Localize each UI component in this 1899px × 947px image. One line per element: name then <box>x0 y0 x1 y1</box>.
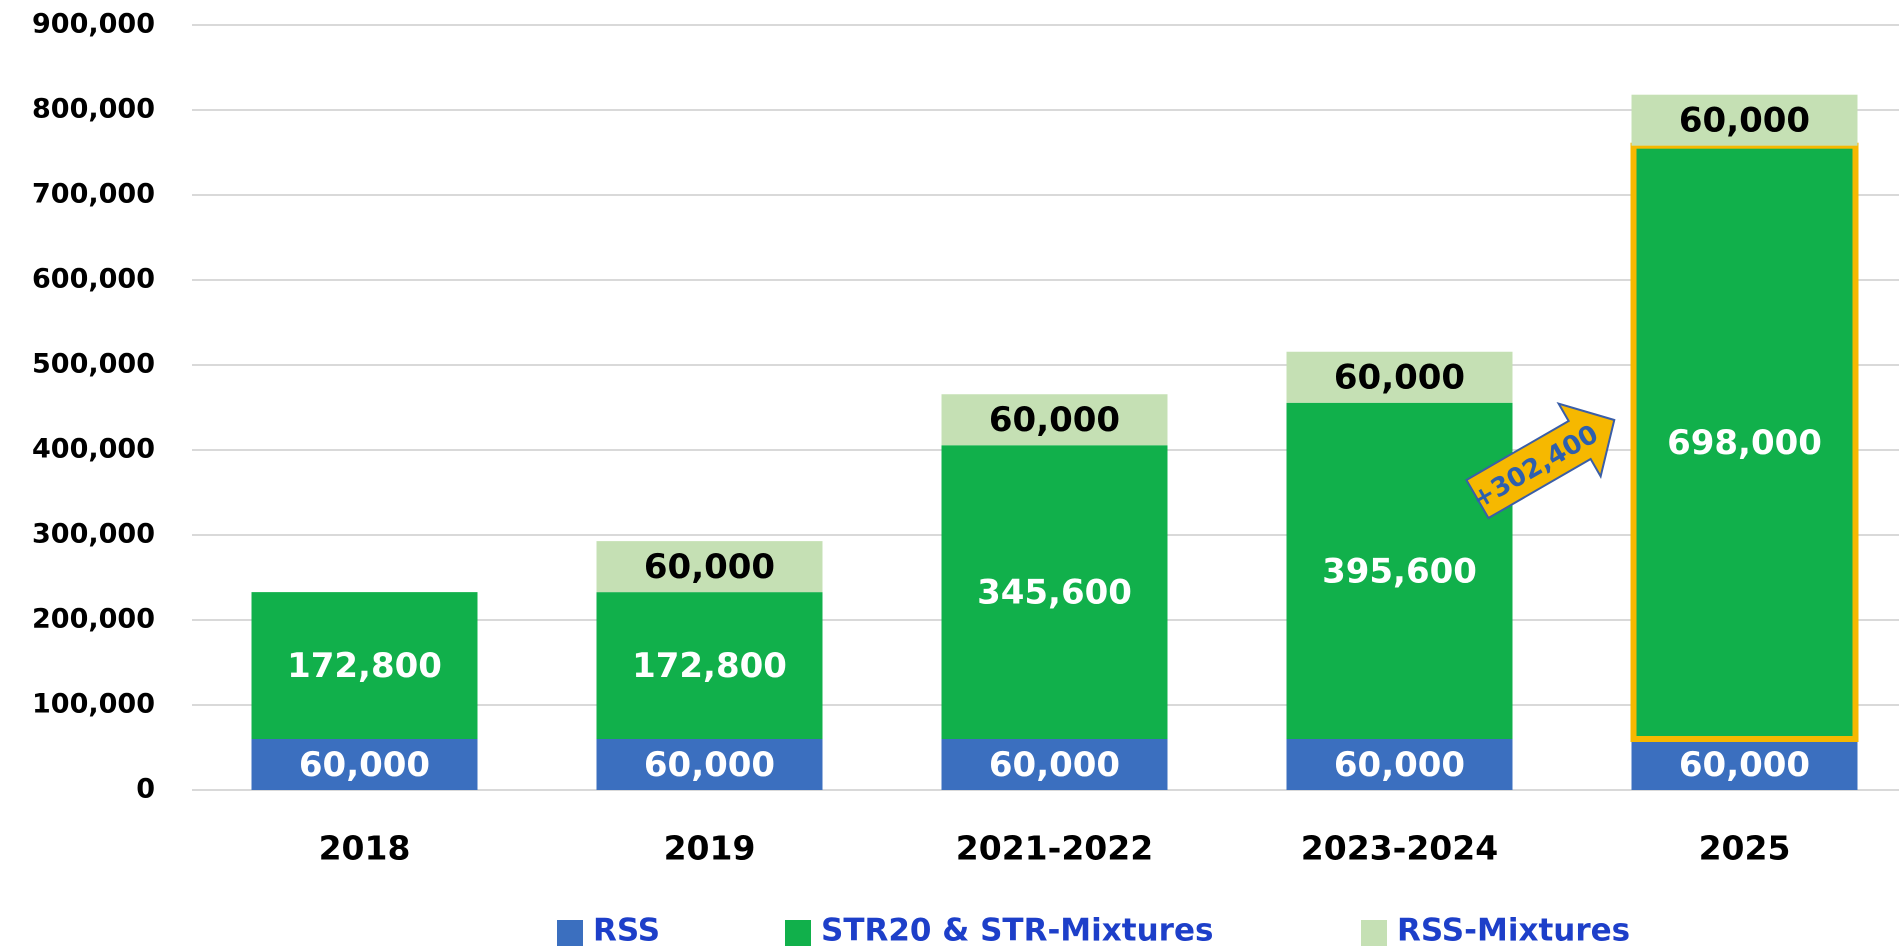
bar-segment <box>1286 739 1513 790</box>
bar-segment <box>596 739 823 790</box>
data-label: 698,000 <box>1667 423 1822 463</box>
bar-segment <box>1631 94 1858 146</box>
data-label: 60,000 <box>1334 358 1465 398</box>
bar-segment <box>941 445 1168 739</box>
y-tick-label: 300,000 <box>32 519 155 550</box>
y-tick-label: 900,000 <box>32 9 155 40</box>
bar-segment <box>941 739 1168 790</box>
y-tick-label: 600,000 <box>32 264 155 295</box>
bar-segment <box>251 592 478 739</box>
data-label: 60,000 <box>644 547 775 587</box>
bar-segment <box>1286 402 1513 739</box>
x-tick-label: 2018 <box>319 829 411 868</box>
data-label: 60,000 <box>644 745 775 785</box>
data-label: 60,000 <box>989 745 1120 785</box>
legend-label: RSS-Mixtures <box>1397 913 1630 947</box>
bar-segment <box>1286 351 1513 403</box>
bar-segment <box>596 541 823 593</box>
bar-segment <box>1631 145 1858 739</box>
y-tick-label: 500,000 <box>32 349 155 380</box>
x-tick-label: 2023-2024 <box>1301 829 1498 868</box>
x-tick-label: 2021-2022 <box>956 829 1153 868</box>
y-tick-label: 800,000 <box>32 94 155 125</box>
data-label: 60,000 <box>299 745 430 785</box>
data-label: 172,800 <box>632 646 787 686</box>
data-label: 345,600 <box>977 573 1132 613</box>
y-tick-label: 0 <box>136 774 155 805</box>
x-tick-label: 2025 <box>1699 829 1791 868</box>
x-tick-label: 2019 <box>664 829 756 868</box>
data-label: 395,600 <box>1322 551 1477 591</box>
data-label: 60,000 <box>1679 101 1810 141</box>
arrow-shape <box>1465 401 1616 520</box>
legend-label: STR20 & STR-Mixtures <box>821 913 1213 947</box>
data-label: 60,000 <box>989 400 1120 440</box>
legend-swatch <box>557 920 583 946</box>
legend-swatch <box>785 920 811 946</box>
y-tick-label: 400,000 <box>32 434 155 465</box>
data-label: 60,000 <box>1679 745 1810 785</box>
legend-swatch <box>1361 920 1387 946</box>
y-tick-label: 200,000 <box>32 604 155 635</box>
data-label: 60,000 <box>1334 745 1465 785</box>
bar-segment <box>596 592 823 739</box>
y-tick-label: 700,000 <box>32 179 155 210</box>
bar-segment <box>251 739 478 790</box>
bar-segment <box>941 394 1168 446</box>
data-label: 172,800 <box>287 646 442 686</box>
bar-segment <box>1631 739 1858 790</box>
legend-label: RSS <box>593 913 660 947</box>
y-tick-label: 100,000 <box>32 689 155 720</box>
